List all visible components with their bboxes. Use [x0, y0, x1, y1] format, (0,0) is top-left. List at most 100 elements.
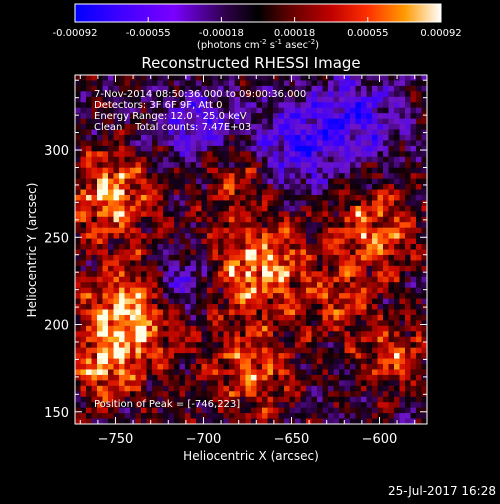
heatmap-cell: [168, 134, 175, 142]
heatmap-cell: [135, 320, 142, 327]
heatmap-cell: [317, 342, 324, 349]
axis-ticks: [75, 75, 427, 424]
heatmap-cell: [361, 413, 368, 420]
heatmap-cell: [388, 353, 395, 360]
heatmap-cell: [328, 222, 335, 229]
heatmap-cell: [377, 374, 384, 381]
heatmap-cell: [124, 380, 131, 387]
heatmap-cell: [322, 325, 329, 332]
heatmap-cell: [339, 173, 346, 180]
heatmap-cell: [152, 233, 159, 240]
heatmap-cell: [218, 178, 225, 185]
heatmap-cell: [273, 271, 280, 278]
heatmap-cell: [410, 151, 417, 158]
heatmap-cell: [223, 342, 230, 349]
heatmap-cell: [86, 320, 93, 327]
heatmap-cell: [262, 178, 269, 185]
heatmap-cell: [405, 271, 412, 278]
heatmap-cell: [102, 211, 109, 218]
heatmap-cell: [113, 260, 120, 267]
heatmap-cell: [328, 309, 335, 316]
heatmap-cell: [284, 320, 291, 327]
heatmap-cell: [416, 173, 423, 180]
heatmap-cell: [256, 194, 263, 202]
heatmap-cell: [372, 265, 379, 272]
heatmap-cell: [168, 178, 175, 185]
heatmap-cell: [190, 167, 197, 174]
heatmap-cell: [201, 369, 208, 376]
heatmap-cell: [405, 380, 412, 387]
heatmap-cell: [383, 413, 390, 420]
heatmap-cell: [284, 227, 291, 234]
heatmap-cell: [157, 385, 164, 392]
heatmap-cell: [80, 347, 87, 354]
heatmap-cell: [383, 342, 390, 349]
heatmap-cell: [218, 200, 225, 207]
heatmap-cell: [388, 298, 395, 305]
heatmap-cell: [278, 374, 285, 381]
heatmap-cell: [399, 276, 406, 283]
heatmap-cell: [223, 151, 230, 158]
heatmap-cell: [75, 336, 82, 343]
heatmap-cell: [383, 178, 390, 185]
heatmap-cell: [86, 227, 93, 234]
heatmap-cell: [240, 320, 247, 327]
heatmap-cell: [207, 374, 214, 381]
heatmap-cell: [251, 227, 258, 234]
heatmap-cell: [157, 309, 164, 316]
heatmap-cell: [86, 385, 93, 392]
heatmap-cell: [135, 385, 142, 392]
heatmap-cell: [240, 173, 247, 180]
heatmap-cell: [130, 342, 137, 349]
heatmap-cell: [157, 304, 164, 311]
heatmap-cell: [311, 325, 318, 332]
heatmap-cell: [97, 309, 104, 316]
heatmap-cell: [130, 265, 137, 272]
heatmap-cell: [355, 194, 362, 202]
heatmap-cell: [372, 385, 379, 392]
chart-title: Reconstructed RHESSI Image: [141, 54, 360, 72]
heatmap-cell: [179, 276, 186, 283]
heatmap-cell: [350, 134, 357, 142]
heatmap-cell: [306, 304, 313, 311]
heatmap-cell: [119, 162, 126, 169]
heatmap-cell: [75, 347, 82, 354]
heatmap-cell: [152, 80, 159, 87]
heatmap-cell: [86, 85, 93, 92]
heatmap-cell: [86, 200, 93, 207]
heatmap-cell: [289, 151, 296, 158]
heatmap-cell: [190, 314, 197, 321]
heatmap-cell: [278, 413, 285, 420]
heatmap-cell: [399, 140, 406, 147]
heatmap-cell: [141, 271, 148, 278]
heatmap-cell: [361, 96, 368, 103]
heatmap-cell: [256, 385, 263, 392]
heatmap-cell: [262, 304, 269, 311]
heatmap-cell: [152, 129, 159, 136]
heatmap-cell: [399, 129, 406, 136]
heatmap-cell: [240, 282, 247, 289]
heatmap-cell: [135, 75, 142, 82]
annotation-time-range: 7-Nov-2014 08:50:36.000 to 09:00:36.000: [94, 89, 306, 100]
heatmap-cell: [251, 91, 258, 98]
heatmap-cell: [223, 271, 230, 278]
heatmap-cell: [273, 113, 280, 120]
heatmap-cell: [168, 407, 175, 414]
heatmap-cell: [223, 96, 230, 103]
heatmap-cell: [311, 216, 318, 223]
heatmap-cell: [383, 336, 390, 343]
heatmap-cell: [328, 140, 335, 147]
heatmap-cell: [405, 211, 412, 218]
heatmap-cell: [240, 265, 247, 272]
heatmap-cell: [163, 194, 170, 202]
heatmap-cell: [234, 380, 241, 387]
heatmap-cell: [317, 336, 324, 343]
heatmap-cell: [80, 227, 87, 234]
heatmap-cell: [119, 413, 126, 420]
heatmap-cell: [190, 385, 197, 392]
heatmap-cell: [278, 364, 285, 371]
heatmap-cell: [179, 380, 186, 387]
heatmap-cell: [317, 178, 324, 185]
heatmap-cell: [174, 184, 181, 191]
heatmap-cell: [102, 194, 109, 202]
